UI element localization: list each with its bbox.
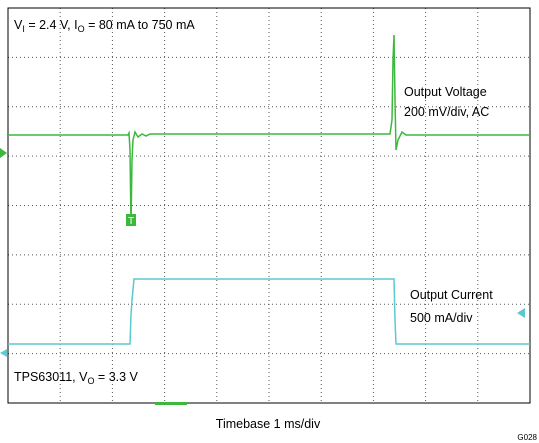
device-label: TPS63011, VO = 3.3 V: [14, 370, 139, 386]
current-scale: 500 mA/div: [410, 311, 473, 325]
trigger-position-marker: [155, 402, 187, 405]
trigger-marker: [126, 214, 136, 226]
current-level-marker: [517, 308, 525, 318]
grid: [8, 8, 530, 403]
text-part: V: [14, 18, 23, 32]
timebase-label: Timebase 1 ms/div: [216, 417, 321, 431]
text-part: = 2.4 V, I: [25, 18, 78, 32]
voltage-label: Output Voltage: [404, 85, 487, 99]
voltage-scale: 200 mV/div, AC: [404, 105, 489, 119]
text-part: = 3.3 V: [94, 370, 138, 384]
subscript: I: [22, 24, 25, 34]
plot-frame: [7, 7, 531, 404]
text-part: = 80 mA to 750 mA: [85, 18, 196, 32]
trigger-marker-glyph: T: [128, 216, 134, 227]
current-label: Output Current: [410, 288, 493, 302]
conditions-label: VI = 2.4 V, IO = 80 mA to 750 mA: [14, 18, 195, 34]
text-part: TPS63011, V: [14, 370, 88, 384]
figure-id: G028: [517, 433, 537, 442]
current-trace: [8, 278, 530, 345]
current-ground-marker: [0, 349, 7, 357]
voltage-trace: [8, 34, 530, 226]
subscript: O: [87, 376, 94, 386]
subscript: O: [78, 24, 85, 34]
voltage-ground-marker: [0, 148, 7, 158]
